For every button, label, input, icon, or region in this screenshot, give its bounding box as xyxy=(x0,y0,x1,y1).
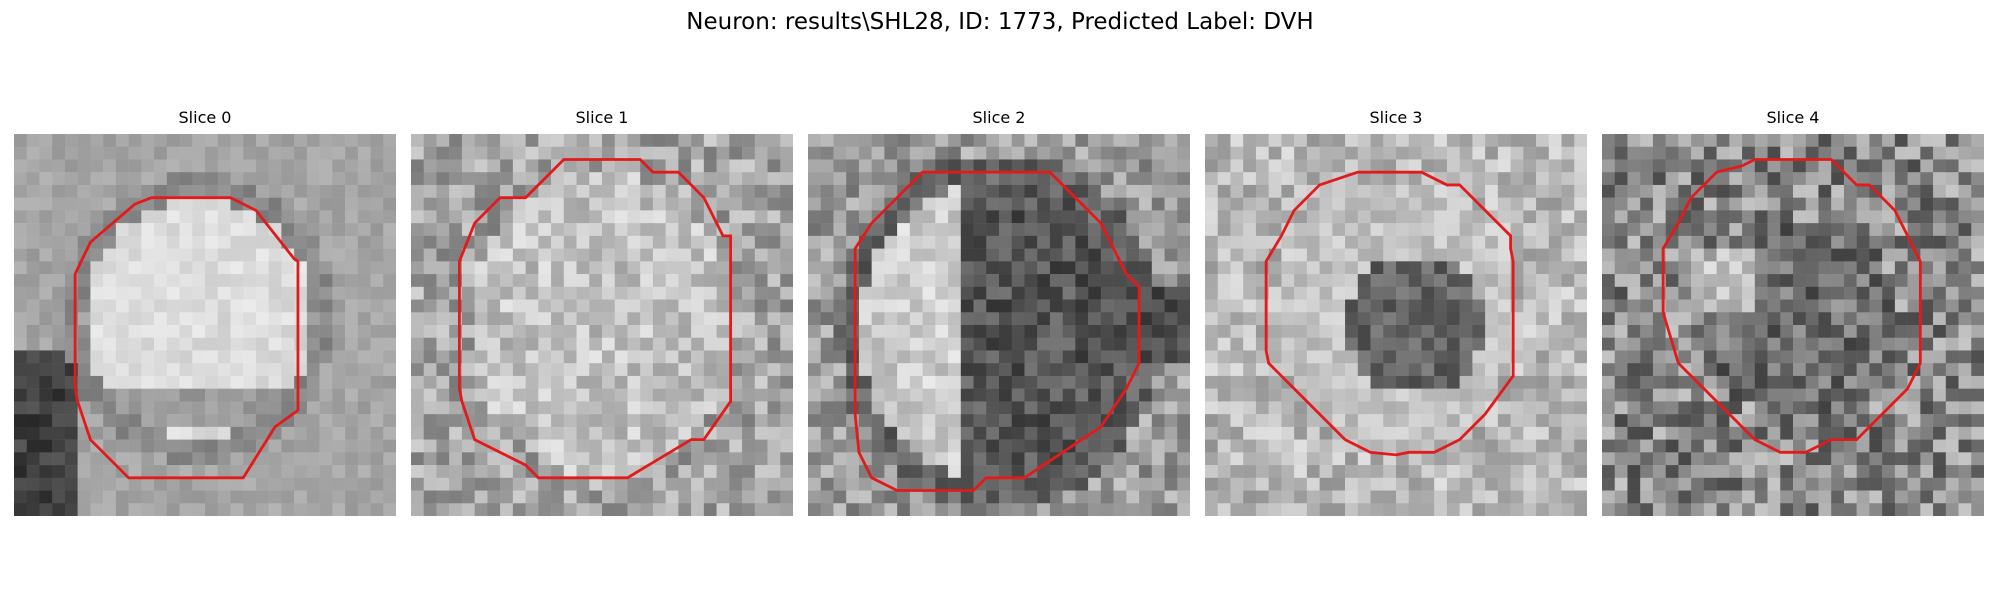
microscopy-image xyxy=(808,134,1190,516)
pixel-grid xyxy=(14,134,396,516)
slice-title: Slice 0 xyxy=(14,108,396,128)
slice-panel-0: Slice 0 xyxy=(14,108,396,518)
pixel-grid xyxy=(411,134,793,516)
slice-title: Slice 4 xyxy=(1602,108,1984,128)
pixel-grid xyxy=(1602,134,1984,516)
figure-title: Neuron: results\SHL28, ID: 1773, Predict… xyxy=(0,8,2000,36)
slice-title: Slice 2 xyxy=(808,108,1190,128)
microscopy-image xyxy=(1602,134,1984,516)
microscopy-image xyxy=(14,134,396,516)
slice-panel-3: Slice 3 xyxy=(1205,108,1587,518)
slice-title: Slice 3 xyxy=(1205,108,1587,128)
pixel-grid xyxy=(1205,134,1587,516)
pixel-grid xyxy=(808,134,1190,516)
slice-panel-2: Slice 2 xyxy=(808,108,1190,518)
slice-panel-1: Slice 1 xyxy=(411,108,793,518)
microscopy-image xyxy=(411,134,793,516)
microscopy-image xyxy=(1205,134,1587,516)
slice-panel-4: Slice 4 xyxy=(1602,108,1984,518)
slice-title: Slice 1 xyxy=(411,108,793,128)
